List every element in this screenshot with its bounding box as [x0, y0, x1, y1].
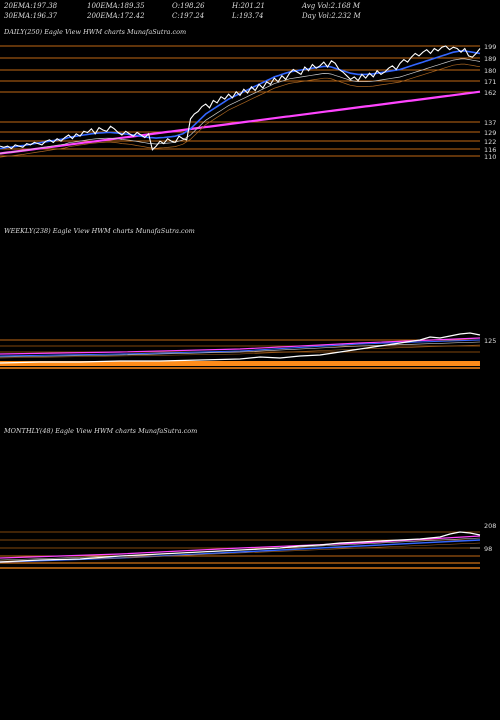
ema20-label: 20EMA:: [4, 2, 33, 10]
high-label: H:: [232, 2, 241, 10]
daily-ytick-110: 110: [484, 153, 497, 161]
daily-ytick-122: 122: [484, 138, 497, 146]
close-label: C:: [172, 12, 180, 20]
monthly-ytick-208: 208: [484, 522, 497, 530]
daily-price-line: [0, 45, 481, 151]
header-row-1e: Avg Vol:2.168 M: [302, 2, 360, 10]
ema30-value: 196.37: [32, 12, 58, 20]
daily-panel-label: DAILY(250) Eagle View HWM charts MunafaS…: [4, 28, 187, 36]
weekly-volume-band: [0, 361, 480, 366]
low-value: 193.74: [239, 12, 264, 20]
daily-ema30-line: [0, 58, 481, 154]
monthly-panel-label: MONTHLY(48) Eagle View HWM charts Munafa…: [4, 427, 198, 435]
ema200-label: 200EMA:: [87, 12, 121, 20]
daily-ytick-189: 189: [484, 55, 497, 63]
header-row-2d: L:193.74: [232, 12, 264, 20]
header-row-2c: C:197.24: [172, 12, 204, 20]
daily-ytick-162: 162: [484, 89, 497, 97]
open-value: 198.26: [180, 2, 205, 10]
daily-series: [0, 45, 481, 158]
weekly-panel-label: WEEKLY(238) Eagle View HWM charts Munafa…: [4, 227, 195, 235]
ema200-value: 172.42: [120, 12, 145, 20]
daily-ytick-116: 116: [484, 146, 497, 154]
weekly-price-line: [0, 332, 481, 364]
daily-ytick-129: 129: [484, 129, 497, 137]
weekly-ma-magenta: [0, 337, 481, 355]
monthly-ytick-98: 98: [484, 545, 493, 553]
monthly-ma-white: [0, 537, 481, 561]
ema100-value: 189.35: [120, 2, 145, 10]
daily-ema200-line: [0, 90, 481, 155]
header-row-1c: O:198.26: [172, 2, 205, 10]
daily-ytick-137: 137: [484, 119, 497, 127]
ema20-value: 197.38: [32, 2, 58, 10]
header-row-1d: H:201.21: [232, 2, 265, 10]
daily-ytick-171: 171: [484, 78, 497, 86]
weekly-ma-lines: [0, 337, 481, 359]
low-label: L:: [232, 12, 240, 20]
high-value: 201.21: [240, 2, 265, 10]
header-row-2b: 200EMA:172.42: [87, 12, 145, 20]
dayvol-value: 2.232 M: [331, 12, 361, 20]
dayvol-label: Day Vol:: [302, 12, 332, 20]
weekly-ma-white: [0, 341, 481, 358]
avgvol-value: 2.168 M: [330, 2, 361, 10]
header-row-2: 30EMA:196.37: [4, 12, 57, 20]
daily-ytick-199: 199: [484, 43, 497, 51]
ema30-label: 30EMA:: [4, 12, 33, 20]
header-row-2e: Day Vol:2.232 M: [302, 12, 361, 20]
ema100-label: 100EMA:: [87, 2, 121, 10]
header-row-1b: 100EMA:189.35: [87, 2, 145, 10]
close-value: 197.24: [179, 12, 205, 20]
weekly-ma-brown: [0, 344, 481, 359]
weekly-ytick-125: 125: [484, 337, 497, 345]
monthly-price-line: [0, 531, 481, 563]
daily-ytick-180: 180: [484, 67, 497, 75]
avgvol-label: Avg Vol:: [302, 2, 331, 10]
header-row-1: 20EMA:197.38: [4, 2, 57, 10]
open-label: O:: [172, 2, 181, 10]
daily-ema100-line: [0, 63, 481, 158]
monthly-ma-magenta: [0, 535, 481, 559]
